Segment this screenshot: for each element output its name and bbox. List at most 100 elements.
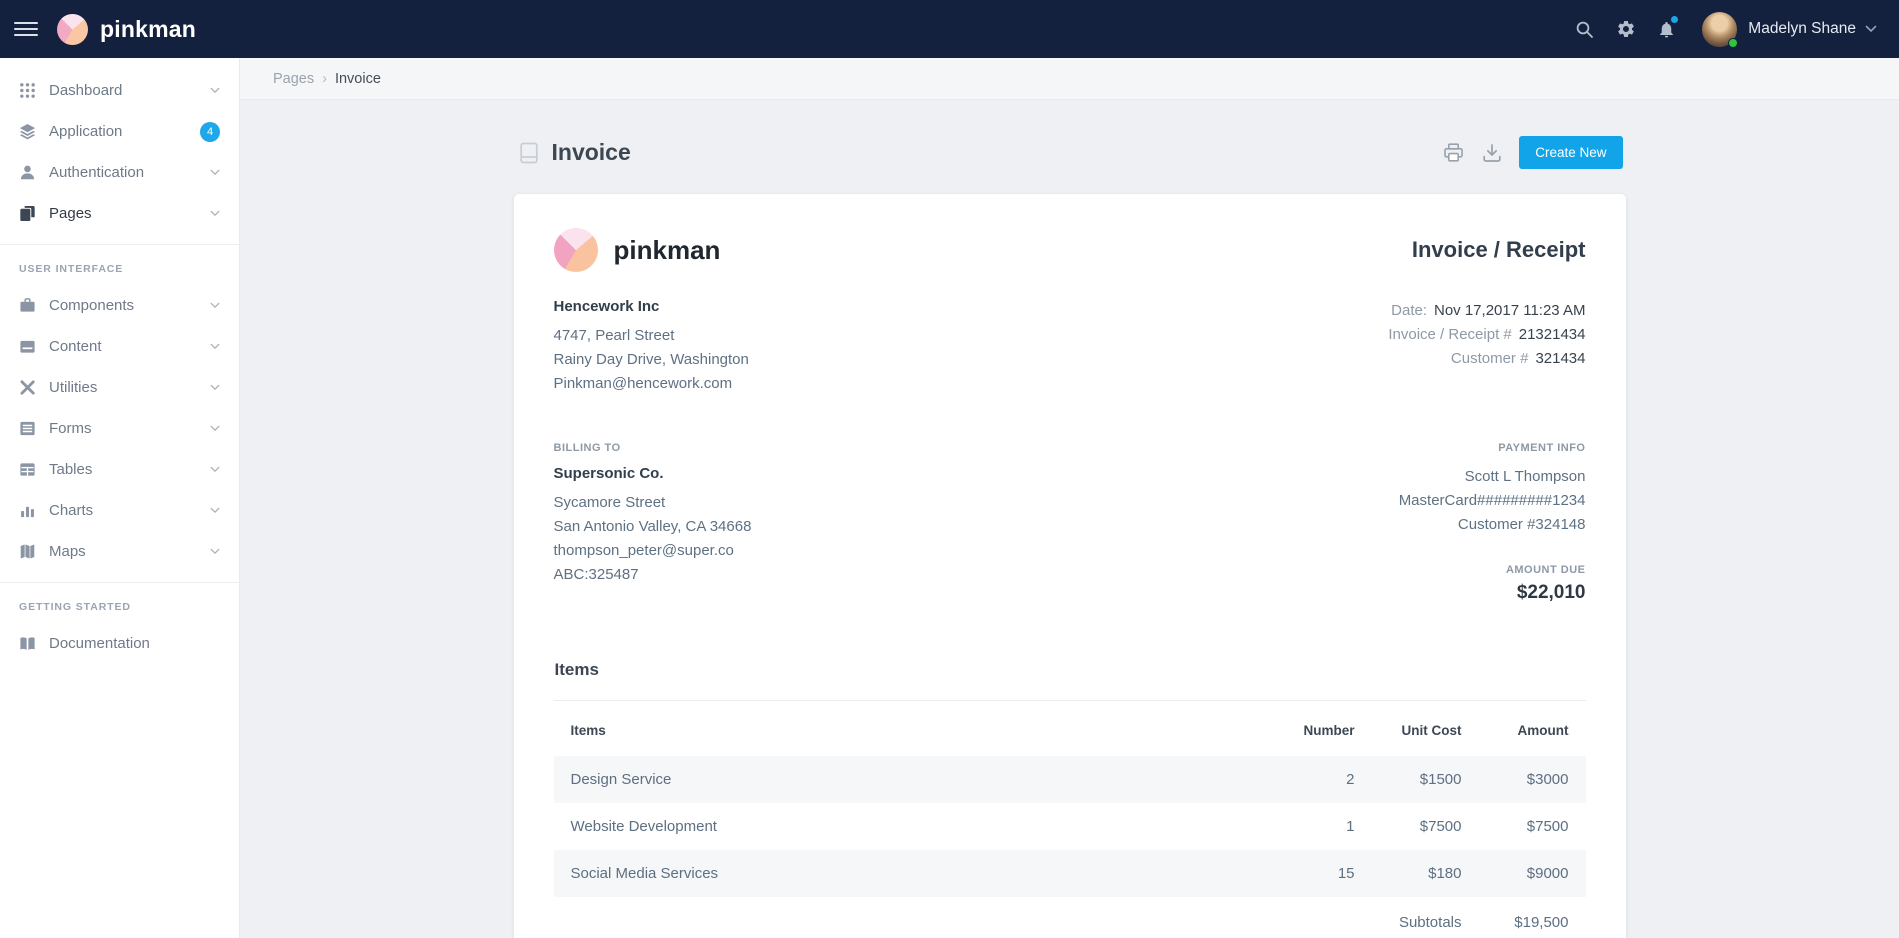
tools-icon [19,379,36,396]
invoice-brand-name: pinkman [613,234,721,265]
sidebar-divider [0,582,239,583]
table-row: Social Media Services 15 $180 $9000 [553,850,1586,897]
chevron-down-icon [210,425,220,432]
items-table: Items Number Unit Cost Amount Design Ser… [553,704,1586,938]
item-number: 15 [1241,850,1372,897]
subtotals-label: Subtotals [1398,914,1462,931]
item-unit-cost: $7500 [1419,818,1462,835]
bar-chart-icon [19,502,36,519]
download-icon[interactable] [1481,142,1503,164]
layers-icon [19,123,36,140]
sidebar-item-dashboard[interactable]: Dashboard [0,70,239,111]
notification-dot [1671,15,1679,23]
item-name: Social Media Services [553,850,1242,897]
payment-card: MasterCard#########1234 [1398,492,1586,509]
item-number: 2 [1241,756,1372,803]
items-section-heading: Items [554,660,599,679]
online-status-dot [1728,37,1739,48]
item-unit-cost: $1500 [1371,756,1479,803]
chevron-down-icon [210,548,220,555]
sidebar-section-getting-started: GETTING STARTED [19,601,131,613]
amount-due-value: $22,010 [1516,582,1586,603]
chevron-down-icon [210,384,220,391]
breadcrumb-parent[interactable]: Pages [273,70,315,87]
col-items: Items [570,723,606,738]
user-name[interactable]: Madelyn Shane [1748,20,1856,37]
invoice-date: Nov 17,2017 11:23 AM [1434,302,1586,319]
col-number: Number [1303,723,1355,738]
content-card-icon [19,338,36,355]
briefcase-icon [19,297,36,314]
item-number: 1 [1346,818,1355,835]
item-unit-cost: $180 [1371,850,1479,897]
invoice-meta-block: Date: Nov 17,2017 11:23 AM Invoice / Rece… [1388,302,1586,367]
breadcrumb-separator: › [322,70,327,87]
payment-customer: Customer #324148 [1457,516,1586,533]
brand-name: pinkman [100,15,196,42]
company-name: Hencework Inc [553,298,660,315]
chevron-down-icon [210,210,220,217]
item-amount: $9000 [1478,850,1586,897]
breadcrumb-current: Invoice [334,70,381,87]
user-menu-chevron-down-icon[interactable] [1865,25,1877,33]
items-divider [553,700,1586,701]
col-amount: Amount [1517,723,1569,738]
user-avatar[interactable] [1702,11,1739,48]
chevron-down-icon [210,343,220,350]
sidebar-item-charts[interactable]: Charts [0,490,239,531]
sidebar-item-application[interactable]: Application 4 [0,111,239,152]
sidebar: Dashboard Application 4 Authentication P… [0,58,240,938]
sidebar-divider [0,244,239,245]
sidebar-item-components[interactable]: Components [0,285,239,326]
table-icon [19,461,36,478]
sidebar-item-tables[interactable]: Tables [0,449,239,490]
chevron-down-icon [210,302,220,309]
open-book-icon [19,635,36,652]
table-row: Website Development 1 $7500 $7500 [554,803,1586,850]
sidebar-item-authentication[interactable]: Authentication [0,152,239,193]
chevron-down-icon [210,507,220,514]
company-block: Hencework Inc 4747, Pearl Street Rainy D… [553,298,749,392]
payment-block: PAYMENT INFO Scott L Thompson MasterCard… [1398,442,1586,603]
billing-name: Supersonic Co. [553,465,664,482]
invoice-number: 21321434 [1518,326,1586,343]
top-navbar: pinkman Madelyn Shane [0,0,1899,58]
bell-icon[interactable] [1646,15,1687,39]
sidebar-item-content[interactable]: Content [0,326,239,367]
menu-toggle-icon[interactable] [14,14,38,44]
print-icon[interactable] [1442,142,1465,164]
table-header-row: Items Number Unit Cost Amount [554,704,1586,756]
sidebar-section-user-interface: USER INTERFACE [19,263,124,275]
sidebar-item-maps[interactable]: Maps [0,531,239,572]
sidebar-item-documentation[interactable]: Documentation [0,623,239,664]
page-title: Invoice [519,139,631,166]
payment-name: Scott L Thompson [1464,468,1586,485]
chevron-down-icon [210,87,220,94]
application-count-badge: 4 [200,121,220,142]
sidebar-item-pages[interactable]: Pages [0,193,239,234]
map-icon [19,543,36,560]
breadcrumb: Pages › Invoice [240,58,1899,100]
col-unit-cost: Unit Cost [1401,723,1462,738]
item-name: Design Service [553,756,1242,803]
pinkman-pie-logo-icon [57,13,88,45]
create-new-button[interactable]: Create New [1519,136,1623,169]
gear-icon[interactable] [1605,19,1646,39]
item-amount: $3000 [1478,756,1586,803]
pages-copy-icon [19,205,36,222]
search-icon[interactable] [1564,20,1605,39]
sidebar-item-utilities[interactable]: Utilities [0,367,239,408]
brand-logo[interactable]: pinkman [57,13,196,45]
subtotals-value: $19,500 [1514,914,1569,931]
invoice-card: pinkman Invoice / Receipt Hencework Inc … [513,194,1626,938]
table-row: Design Service 2 $1500 $3000 [553,756,1586,803]
user-icon [19,164,36,181]
sidebar-item-forms[interactable]: Forms [0,408,239,449]
list-icon [19,420,36,437]
invoice-pie-logo-icon [553,228,598,272]
customer-number: 321434 [1535,350,1586,367]
chevron-down-icon [210,466,220,473]
chevron-down-icon [210,169,220,176]
billing-block: BILLING TO Supersonic Co. Sycamore Stree… [553,442,752,583]
item-amount: $7500 [1526,818,1569,835]
